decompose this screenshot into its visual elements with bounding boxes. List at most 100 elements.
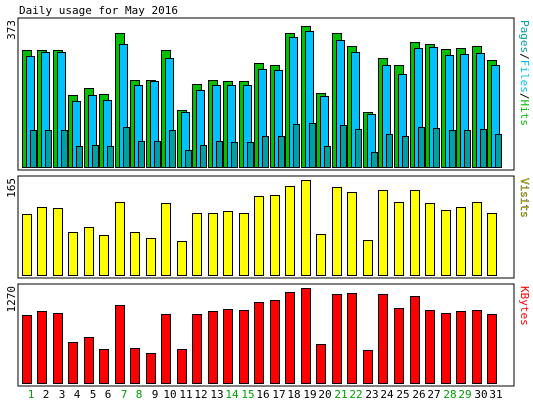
x-tick-label-day-26: 26 — [412, 388, 425, 401]
bar-kbytes-day-1 — [22, 315, 32, 384]
bar-kbytes-day-24 — [378, 294, 388, 384]
bar-kbytes-day-9 — [146, 353, 156, 384]
bar-pages-day-2 — [45, 130, 52, 168]
bar-visits-day-7 — [115, 202, 125, 276]
bar-pages-day-27 — [433, 128, 440, 168]
bar-pages-day-1 — [30, 130, 37, 168]
bar-visits-day-11 — [177, 241, 187, 276]
x-tick-label-day-10: 10 — [163, 388, 176, 401]
bars-pages-files-hits — [22, 26, 502, 168]
bar-visits-day-6 — [99, 235, 109, 276]
bar-visits-day-13 — [208, 213, 218, 276]
bar-visits-day-3 — [53, 208, 63, 276]
x-tick-label-day-3: 3 — [59, 388, 66, 401]
x-tick-label-day-22: 22 — [349, 388, 362, 401]
x-tick-label-day-15: 15 — [241, 388, 254, 401]
bar-pages-day-8 — [138, 141, 145, 168]
x-tick-label-day-30: 30 — [474, 388, 487, 401]
bar-visits-day-19 — [301, 180, 311, 276]
bar-visits-day-20 — [316, 234, 326, 276]
bar-kbytes-day-28 — [441, 313, 451, 384]
bar-pages-day-15 — [247, 142, 254, 168]
side-label-part-0: Pages — [518, 20, 531, 53]
x-tick-label-day-4: 4 — [74, 388, 81, 401]
x-tick-label-day-2: 2 — [43, 388, 50, 401]
x-tick-label-day-24: 24 — [380, 388, 394, 401]
side-label-part-0: KBytes — [518, 286, 531, 326]
x-tick-label-day-5: 5 — [90, 388, 97, 401]
x-tick-label-day-17: 17 — [272, 388, 285, 401]
bar-pages-day-20 — [324, 146, 331, 168]
bar-pages-day-29 — [464, 130, 471, 168]
x-tick-label-day-25: 25 — [396, 388, 409, 401]
bar-visits-day-30 — [472, 202, 482, 276]
bar-visits-day-27 — [425, 203, 435, 276]
panel-visits: 165 Visits — [5, 175, 531, 279]
x-tick-label-day-20: 20 — [318, 388, 331, 401]
bar-visits-day-21 — [332, 187, 342, 276]
bar-kbytes-day-18 — [285, 292, 295, 384]
bar-pages-day-4 — [76, 146, 83, 168]
bar-kbytes-day-19 — [301, 288, 311, 384]
bar-pages-day-13 — [216, 141, 223, 168]
x-tick-label-day-31: 31 — [489, 388, 502, 401]
bar-kbytes-day-22 — [347, 293, 357, 384]
bar-pages-day-7 — [123, 127, 130, 168]
bar-pages-day-17 — [278, 136, 285, 168]
x-tick-label-day-14: 14 — [225, 388, 239, 401]
bar-kbytes-day-3 — [53, 313, 63, 384]
bar-visits-day-25 — [394, 202, 404, 276]
x-tick-label-day-18: 18 — [287, 388, 300, 401]
panel-pages-files-hits: 373 Pages/Files/Hits — [5, 17, 531, 171]
x-tick-label-day-21: 21 — [334, 388, 347, 401]
bar-kbytes-day-17 — [270, 300, 280, 384]
bar-visits-day-23 — [363, 240, 373, 276]
bar-kbytes-day-13 — [208, 311, 218, 384]
bar-pages-day-16 — [262, 136, 269, 168]
bar-kbytes-day-4 — [68, 342, 78, 384]
bar-kbytes-day-20 — [316, 344, 326, 384]
bar-visits-day-18 — [285, 186, 295, 276]
bar-kbytes-day-30 — [472, 310, 482, 384]
bars-kbytes — [22, 288, 497, 384]
bar-visits-day-1 — [22, 214, 32, 276]
bar-visits-day-29 — [456, 207, 466, 276]
bar-kbytes-day-23 — [363, 350, 373, 384]
x-tick-label-day-9: 9 — [152, 388, 159, 401]
bar-kbytes-day-5 — [84, 337, 94, 384]
bar-pages-day-18 — [293, 124, 300, 168]
bar-visits-day-31 — [487, 213, 497, 276]
bar-visits-day-15 — [239, 213, 249, 276]
bar-pages-day-6 — [107, 146, 114, 168]
bar-kbytes-day-29 — [456, 311, 466, 384]
bar-visits-day-10 — [161, 203, 171, 276]
side-label-part-2: Files — [518, 60, 531, 93]
bar-kbytes-day-15 — [239, 310, 249, 384]
bar-visits-day-17 — [270, 195, 280, 276]
side-label-part-0: Visits — [518, 178, 531, 218]
side-label-part-3: / — [518, 93, 531, 100]
bar-pages-day-12 — [200, 145, 207, 168]
x-tick-label-day-23: 23 — [365, 388, 378, 401]
bar-kbytes-day-27 — [425, 310, 435, 384]
chart-title: Daily usage for May 2016 — [19, 4, 178, 17]
bar-pages-day-23 — [371, 152, 378, 168]
bar-kbytes-day-11 — [177, 349, 187, 384]
side-label-part-1: / — [518, 53, 531, 60]
bar-visits-day-5 — [84, 227, 94, 276]
x-tick-label-day-1: 1 — [28, 388, 35, 401]
x-axis-day-labels: 1 2 3 4 5 6 7 8 9 10 11 12 13 14 15 16 17 18 19 20 21 22 23 24 2… — [28, 388, 503, 401]
y-max-label-kbytes: 1270 — [5, 286, 18, 313]
bar-pages-day-24 — [386, 134, 393, 168]
bar-kbytes-day-8 — [130, 348, 140, 384]
bar-kbytes-day-10 — [161, 314, 171, 384]
y-max-label-pages-files-hits: 373 — [5, 20, 18, 40]
bar-pages-day-19 — [309, 123, 316, 168]
bar-pages-day-9 — [154, 141, 161, 168]
bar-visits-day-12 — [192, 213, 202, 276]
bar-pages-day-26 — [418, 127, 425, 168]
y-max-label-visits: 165 — [5, 178, 18, 198]
bar-visits-day-16 — [254, 196, 264, 276]
